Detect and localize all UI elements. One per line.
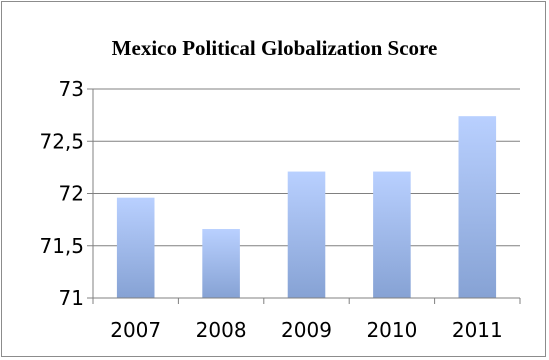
tick-labels: 71 71,5 72 72,5 73 2007 2008 2009 2010 2011 (39, 77, 502, 342)
bar-2008 (202, 229, 240, 298)
x-tick-label: 2009 (281, 318, 332, 342)
bar-2011 (458, 116, 497, 298)
chart-title: Mexico Political Globalization Score (111, 36, 438, 60)
y-tick-label: 73 (59, 77, 84, 101)
x-tick-label: 2010 (366, 318, 417, 342)
x-tick-label: 2011 (452, 318, 503, 342)
bar-2010 (373, 171, 411, 298)
bar-2007 (116, 197, 155, 298)
y-tick-label: 71 (59, 286, 84, 310)
x-tick-label: 2007 (110, 318, 161, 342)
bar-2009 (287, 171, 326, 298)
bars (116, 116, 497, 298)
axes (87, 88, 521, 304)
x-tick-label: 2008 (196, 318, 247, 342)
y-tick-label: 72 (59, 182, 84, 206)
y-tick-label: 71,5 (39, 234, 84, 258)
y-tick-label: 72,5 (39, 129, 84, 153)
